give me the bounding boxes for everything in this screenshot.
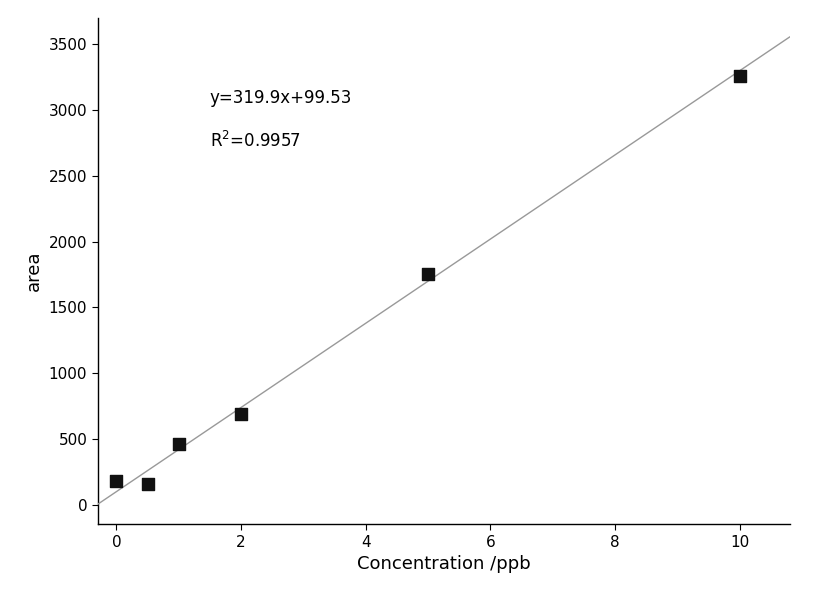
Point xyxy=(733,71,746,80)
Text: R$^2$=0.9957: R$^2$=0.9957 xyxy=(210,131,301,151)
Point xyxy=(422,270,435,280)
Point xyxy=(234,409,247,419)
Point xyxy=(173,439,186,449)
Y-axis label: area: area xyxy=(25,251,43,291)
Point xyxy=(141,480,154,489)
Point xyxy=(110,476,123,486)
Text: y=319.9x+99.53: y=319.9x+99.53 xyxy=(210,89,352,107)
X-axis label: Concentration /ppb: Concentration /ppb xyxy=(357,555,531,573)
